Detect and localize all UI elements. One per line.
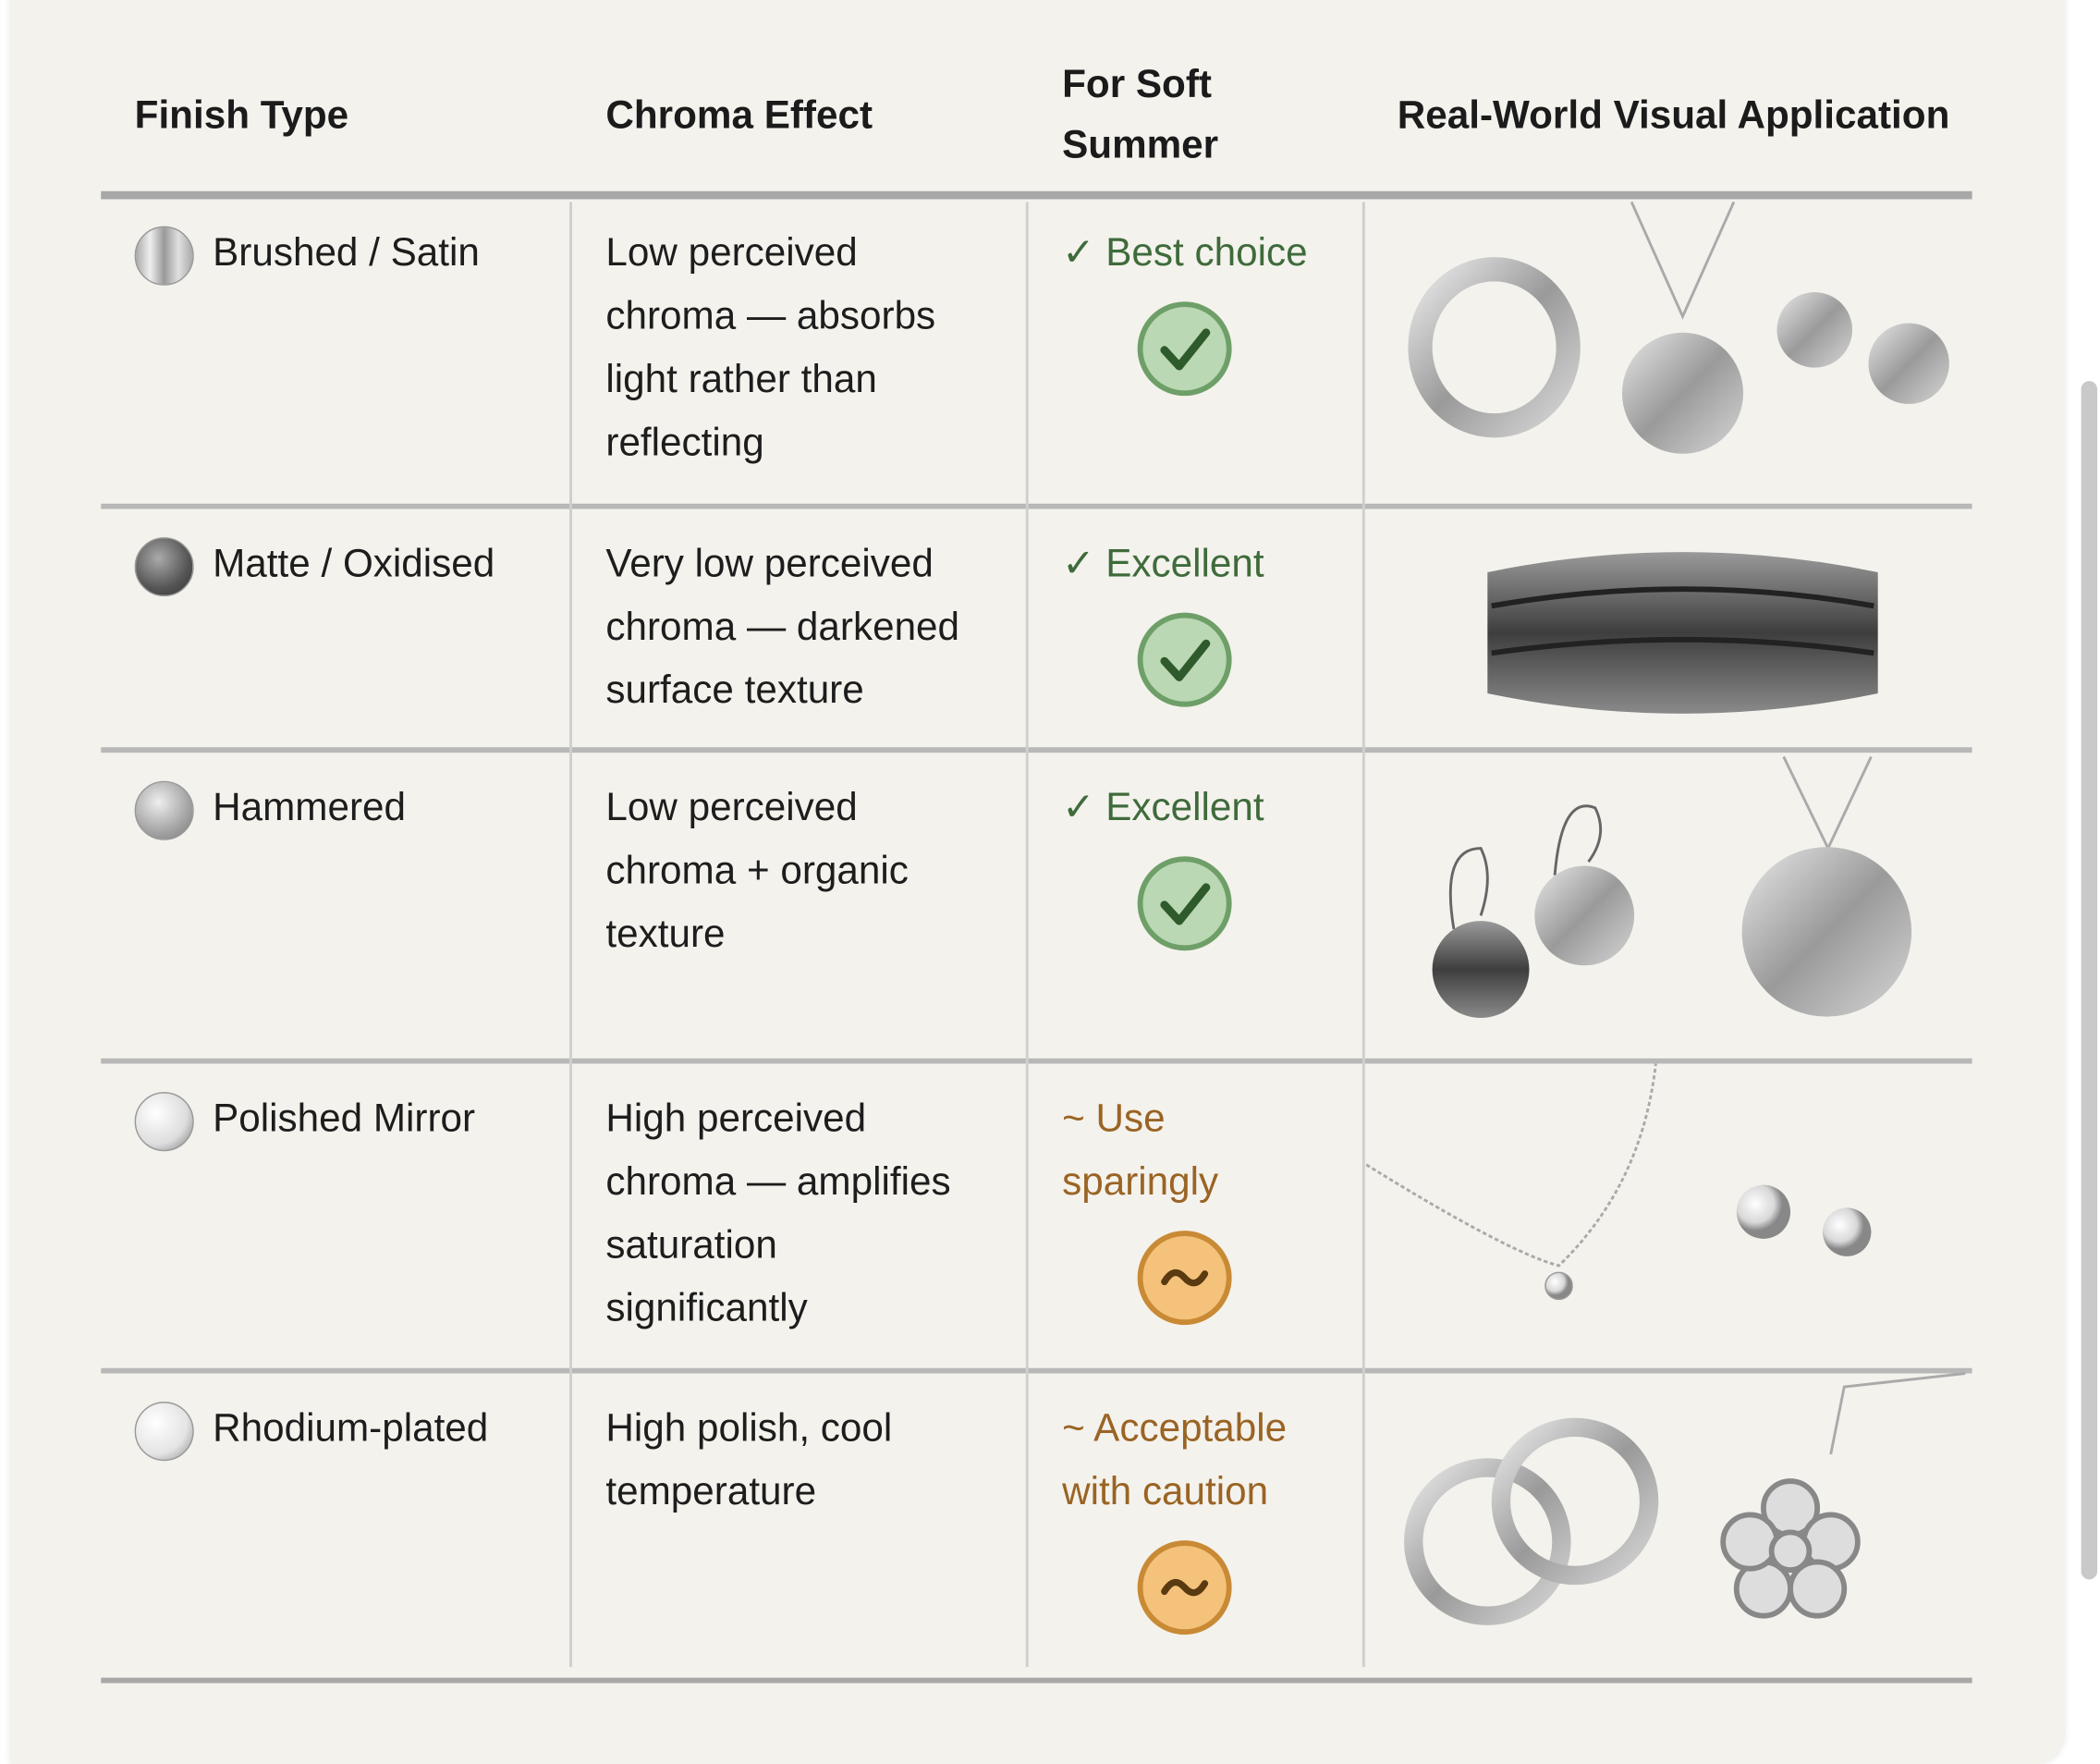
chroma-effect: Low perceived chroma — absorbs light rat… xyxy=(605,231,936,465)
caution-icon xyxy=(1137,1231,1232,1326)
finish-name: Rhodium-plated xyxy=(213,1406,489,1451)
verdict: ~ Use sparingly xyxy=(1062,1088,1331,1328)
chroma-effect: Very low perceived chroma — darkened sur… xyxy=(605,542,960,713)
finish-name: Hammered xyxy=(213,786,407,830)
verdict-text: ~ Acceptable with caution xyxy=(1062,1406,1288,1513)
column-header: Finish Type xyxy=(134,93,349,137)
finish-swatch xyxy=(134,780,194,840)
jewelry-images xyxy=(1365,201,1966,1625)
check-icon xyxy=(1137,612,1232,707)
verdict-text: ✓ Excellent xyxy=(1062,542,1264,586)
column-header: Real-World Visual Application xyxy=(1397,93,1950,137)
check-icon xyxy=(1137,301,1232,397)
column-header: Chroma Effect xyxy=(605,93,873,137)
finish-swatch xyxy=(134,1402,194,1462)
verdict: ~ Acceptable with caution xyxy=(1062,1398,1331,1637)
verdict-text: ✓ Excellent xyxy=(1062,786,1264,830)
verdict: ✓ Best choice xyxy=(1062,222,1331,398)
caution-icon xyxy=(1137,1540,1232,1635)
finish-name: Polished Mirror xyxy=(213,1096,476,1141)
finish-swatch xyxy=(134,1092,194,1152)
finish-swatch xyxy=(134,537,194,597)
scrollbar[interactable] xyxy=(2081,381,2098,1580)
column-header: For Soft Summer xyxy=(1062,63,1219,167)
verdict-text: ~ Use sparingly xyxy=(1062,1096,1219,1205)
verdict-text: ✓ Best choice xyxy=(1062,231,1308,276)
finish-swatch xyxy=(134,226,194,286)
verdict: ✓ Excellent xyxy=(1062,777,1331,953)
finish-name: Brushed / Satin xyxy=(213,231,480,276)
chroma-effect: High perceived chroma — amplifies satura… xyxy=(605,1096,951,1330)
check-icon xyxy=(1137,856,1232,951)
finish-name: Matte / Oxidised xyxy=(213,542,495,586)
chroma-effect: Low perceived chroma + organic texture xyxy=(605,786,909,957)
chroma-effect: High polish, cool temperature xyxy=(605,1406,893,1513)
table-card xyxy=(10,0,2064,1764)
verdict: ✓ Excellent xyxy=(1062,533,1331,710)
